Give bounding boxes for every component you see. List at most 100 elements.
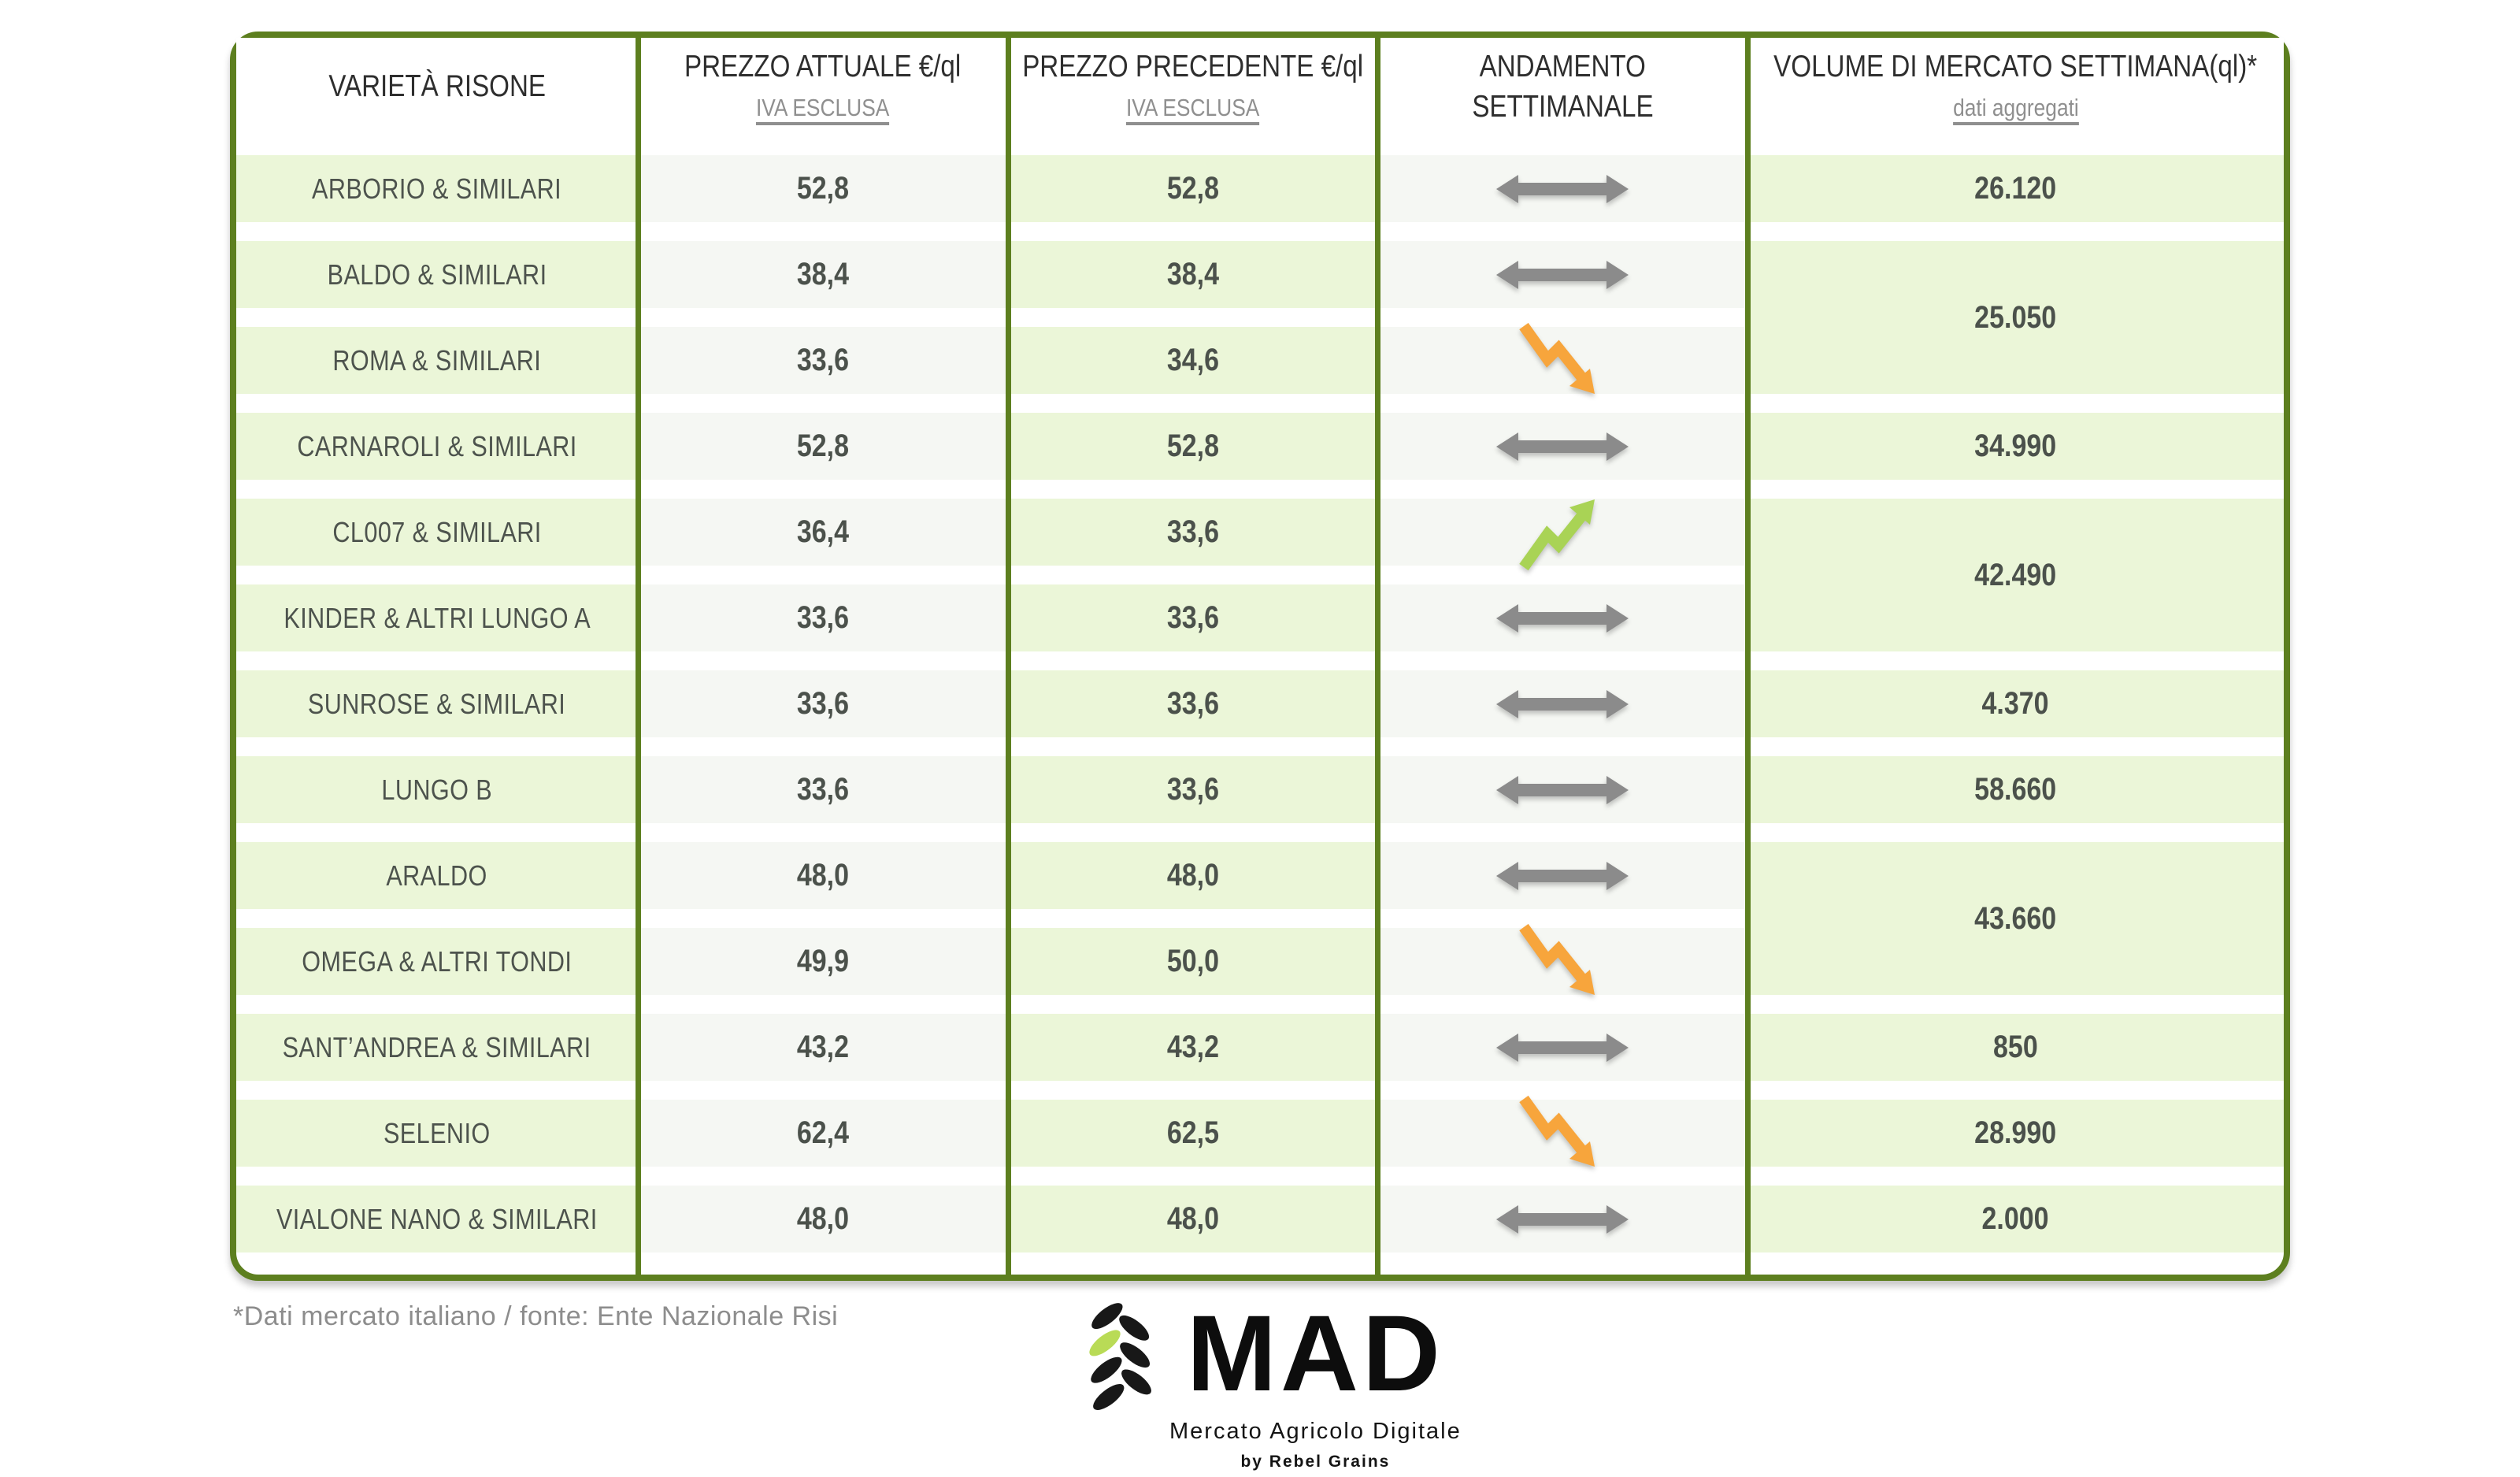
- trend-down-icon: [1519, 322, 1595, 394]
- variety-cell: SELENIO: [236, 1100, 638, 1167]
- column-header-label: VOLUME DI MERCATO SETTIMANA(ql)*: [1773, 50, 2258, 84]
- price-current-cell-value: 36,4: [796, 514, 850, 549]
- column-divider: [1745, 38, 1751, 1275]
- volume-cell: 43.660: [1747, 842, 2284, 995]
- column-header-sublabel: IVA ESCLUSA: [756, 95, 890, 125]
- trend-cell: [1377, 1186, 1747, 1252]
- volume-cell-value: 850: [1993, 1030, 2038, 1064]
- variety-cell-value: ROMA & SIMILARI: [332, 343, 542, 377]
- trend-cell: [1377, 670, 1747, 737]
- variety-cell-value: SANT’ANDREA & SIMILARI: [283, 1030, 591, 1063]
- trend-up-icon: [1519, 499, 1595, 570]
- column-header-variety: VARIETÀ RISONE: [236, 38, 638, 136]
- variety-cell-value: CL007 & SIMILARI: [332, 515, 542, 548]
- price-current-cell-value: 48,0: [796, 858, 850, 893]
- price-previous-cell-value: 33,6: [1166, 600, 1219, 635]
- volume-cell-value: 26.120: [1974, 171, 2057, 206]
- rice-price-table: VARIETÀ RISONE PREZZO ATTUALE €/ql IVA E…: [230, 32, 2290, 1281]
- variety-cell-value: SUNROSE & SIMILARI: [308, 687, 566, 720]
- volume-cell: 25.050: [1747, 241, 2284, 394]
- logo-title: MAD: [1186, 1293, 1444, 1414]
- volume-cell: 26.120: [1747, 155, 2284, 222]
- volume-cell: 4.370: [1747, 670, 2284, 737]
- trend-flat-icon: [1496, 432, 1629, 461]
- variety-cell-value: ARBORIO & SIMILARI: [312, 172, 562, 205]
- price-current-cell: 48,0: [638, 1186, 1008, 1252]
- trend-cell: [1377, 155, 1747, 222]
- price-current-cell-value: 33,6: [796, 772, 850, 807]
- trend-cell: [1377, 413, 1747, 480]
- price-previous-cell: 33,6: [1008, 584, 1377, 651]
- column-header-label: PREZZO ATTUALE €/ql: [684, 50, 962, 84]
- trend-cell: [1377, 1014, 1747, 1081]
- volume-cell-value: 2.000: [1981, 1201, 2050, 1236]
- variety-cell-value: ARALDO: [386, 859, 488, 892]
- wheat-icon: [1089, 1303, 1151, 1410]
- trend-flat-icon: [1496, 775, 1629, 804]
- variety-cell: CARNAROLI & SIMILARI: [236, 413, 638, 480]
- price-previous-cell: 33,6: [1008, 756, 1377, 823]
- price-previous-cell: 33,6: [1008, 670, 1377, 737]
- price-previous-cell: 48,0: [1008, 1186, 1377, 1252]
- variety-cell-value: OMEGA & ALTRI TONDI: [302, 944, 573, 978]
- price-current-cell: 38,4: [638, 241, 1008, 308]
- volume-cell: 850: [1747, 1014, 2284, 1081]
- price-current-cell: 33,6: [638, 670, 1008, 737]
- trend-flat-icon: [1496, 861, 1629, 890]
- price-previous-cell: 43,2: [1008, 1014, 1377, 1081]
- trend-flat-icon: [1496, 603, 1629, 633]
- variety-cell-value: LUNGO B: [381, 773, 493, 806]
- price-current-cell: 62,4: [638, 1100, 1008, 1167]
- price-previous-cell: 34,6: [1008, 327, 1377, 394]
- price-current-cell-value: 62,4: [796, 1115, 850, 1150]
- price-previous-cell-value: 62,5: [1166, 1115, 1219, 1150]
- mad-logo: MAD Mercato Agricolo Digitale by Rebel G…: [1089, 1298, 1462, 1471]
- price-previous-cell-value: 50,0: [1166, 944, 1219, 978]
- variety-cell: CL007 & SIMILARI: [236, 499, 638, 566]
- column-divider: [1006, 38, 1011, 1275]
- column-header-price-current: PREZZO ATTUALE €/ql IVA ESCLUSA: [638, 38, 1008, 136]
- price-previous-cell-value: 34,6: [1166, 343, 1219, 377]
- column-header-label: PREZZO PRECEDENTE €/ql: [1022, 50, 1363, 84]
- variety-cell: SUNROSE & SIMILARI: [236, 670, 638, 737]
- volume-cell: 2.000: [1747, 1186, 2284, 1252]
- variety-cell-value: KINDER & ALTRI LUNGO A: [284, 601, 591, 634]
- price-current-cell: 52,8: [638, 413, 1008, 480]
- volume-cell: 58.660: [1747, 756, 2284, 823]
- column-header-label: ANDAMENTO: [1479, 50, 1646, 84]
- column-header-price-previous: PREZZO PRECEDENTE €/ql IVA ESCLUSA: [1008, 38, 1377, 136]
- variety-cell-value: CARNAROLI & SIMILARI: [297, 429, 577, 462]
- price-current-cell: 49,9: [638, 928, 1008, 995]
- column-header-label: SETTIMANALE: [1471, 89, 1654, 124]
- price-current-cell: 48,0: [638, 842, 1008, 909]
- column-header-volume: VOLUME DI MERCATO SETTIMANA(ql)* dati ag…: [1747, 38, 2284, 136]
- column-divider: [1375, 38, 1380, 1275]
- column-divider: [636, 38, 641, 1275]
- variety-cell: KINDER & ALTRI LUNGO A: [236, 584, 638, 651]
- price-previous-cell: 52,8: [1008, 413, 1377, 480]
- price-current-cell-value: 52,8: [796, 429, 850, 463]
- trend-cell: [1377, 241, 1747, 308]
- price-current-cell: 33,6: [638, 756, 1008, 823]
- trend-flat-icon: [1496, 260, 1629, 289]
- price-current-cell: 52,8: [638, 155, 1008, 222]
- price-current-cell: 36,4: [638, 499, 1008, 566]
- price-previous-cell-value: 38,4: [1166, 257, 1219, 291]
- price-previous-cell-value: 48,0: [1166, 858, 1219, 893]
- price-current-cell-value: 33,6: [796, 343, 850, 377]
- trend-cell: [1377, 1095, 1747, 1167]
- logo-subtitle: Mercato Agricolo Digitale: [1169, 1419, 1462, 1444]
- price-previous-cell: 48,0: [1008, 842, 1377, 909]
- price-current-cell-value: 43,2: [796, 1030, 850, 1064]
- volume-cell-value: 25.050: [1974, 299, 2057, 335]
- price-current-cell: 33,6: [638, 584, 1008, 651]
- volume-cell: 28.990: [1747, 1100, 2284, 1167]
- price-current-cell-value: 48,0: [796, 1201, 850, 1236]
- trend-cell: [1377, 499, 1747, 570]
- trend-cell: [1377, 322, 1747, 394]
- price-current-cell-value: 52,8: [796, 171, 850, 206]
- variety-cell: SANT’ANDREA & SIMILARI: [236, 1014, 638, 1081]
- trend-cell: [1377, 842, 1747, 909]
- trend-cell: [1377, 923, 1747, 995]
- variety-cell-value: BALDO & SIMILARI: [327, 258, 547, 291]
